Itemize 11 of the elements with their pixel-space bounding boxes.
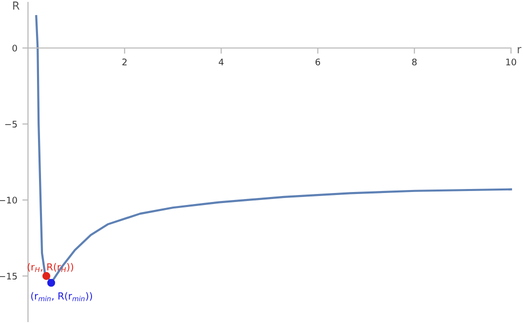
x-tick-label: 8 (412, 58, 417, 66)
y-axis-title: R (13, 2, 20, 10)
annotation: (r$_{H}$, R(r$_{H}$)) (28, 263, 74, 272)
x-tick-label: 4 (218, 58, 224, 66)
y-tick-label: −5 (5, 120, 17, 128)
annotation: (r$_{min}$, R(r$_{min}$)) (31, 292, 92, 302)
y-tick-label: 0 (12, 44, 17, 52)
x-tick-label: 2 (122, 58, 127, 66)
x-axis-title: r (518, 47, 522, 54)
x-tick-label: 6 (316, 58, 320, 66)
x-tick-label: 10 (506, 58, 516, 66)
